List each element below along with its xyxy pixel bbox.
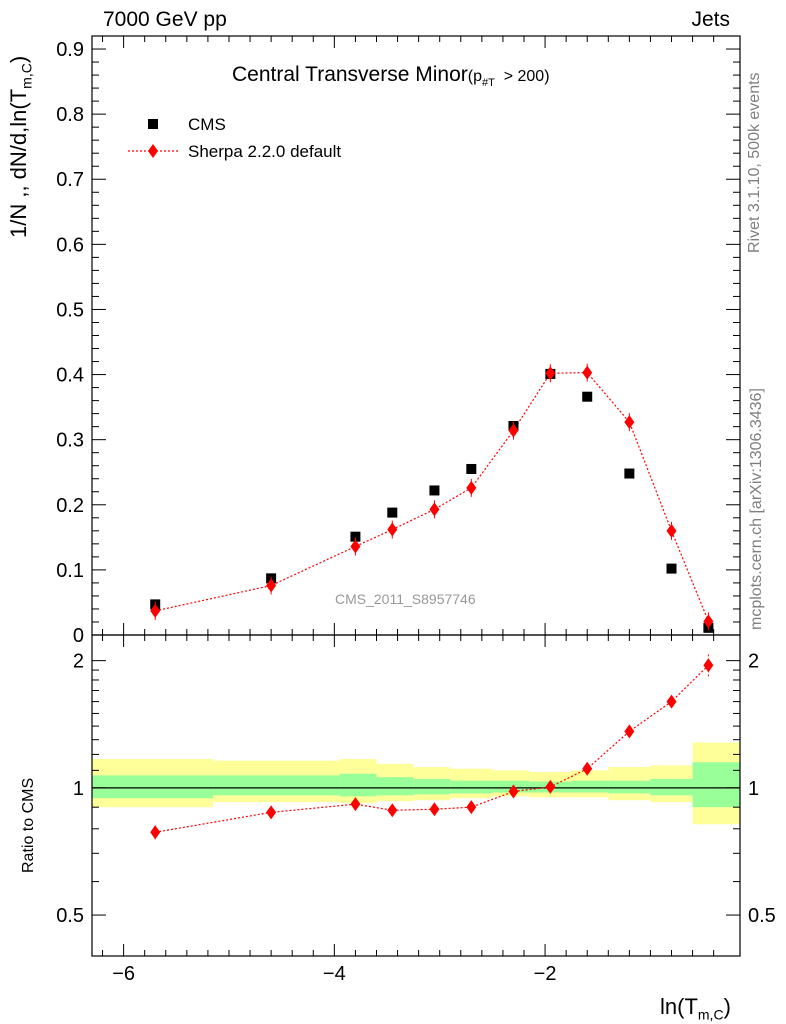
y-tick-label: 0.7 (56, 169, 84, 191)
ratio-band-inner (450, 780, 493, 794)
legend-sherpa-marker (148, 144, 158, 158)
legend-cms-marker (148, 119, 158, 129)
ratio-band-inner (213, 775, 340, 796)
cms-data-point (666, 563, 677, 574)
y-tick-label: 0.1 (56, 560, 84, 582)
sherpa-point (508, 423, 519, 438)
ratio-band-inner (608, 780, 651, 794)
sherpa-point (350, 539, 361, 554)
ratio-point (266, 805, 277, 820)
ratio-band-inner (92, 775, 214, 799)
ratio-line (155, 664, 709, 833)
lower-y-axis-label: Ratio to CMS (20, 777, 37, 873)
sherpa-point (703, 614, 714, 629)
x-axis-label: ln(Tm,C) (660, 994, 731, 1023)
ratio-point (508, 784, 519, 799)
x-tick-label: −2 (534, 963, 557, 985)
plot-title: Central Transverse Minor(p#T > 200) (232, 63, 550, 89)
plot-title-cut: (p (467, 68, 482, 85)
y-tick-label: 0.9 (56, 39, 84, 61)
sherpa-point (466, 480, 477, 495)
cms-data-point (624, 468, 635, 479)
ratio-point (703, 658, 714, 673)
y-tick-label: 0.5 (56, 299, 84, 321)
plot-title-cut-sub: #T (481, 77, 495, 90)
x-tick-label: −6 (112, 963, 135, 985)
ratio-band-inner (492, 780, 530, 793)
analysis-watermark: CMS_2011_S8957746 (335, 591, 476, 607)
cms-data-point (350, 531, 361, 542)
ratio-y-tick-label-right: 1 (748, 778, 759, 800)
ratio-band-inner (571, 780, 609, 793)
ratio-point (466, 800, 477, 815)
ratio-point (387, 803, 398, 818)
cms-data-point (429, 485, 440, 496)
ratio-y-tick-label: 0.5 (56, 905, 84, 927)
ratio-y-tick-label: 1 (73, 778, 84, 800)
plot-title-main: Central Transverse Minor (232, 63, 468, 86)
ratio-band-inner (339, 773, 377, 797)
ratio-point (666, 694, 677, 709)
header-right: Jets (691, 8, 730, 31)
y-tick-label: 0.2 (56, 495, 84, 517)
y-tick-label: 0.4 (56, 365, 84, 387)
sherpa-point (582, 365, 593, 380)
sherpa-point (545, 366, 556, 381)
sherpa-point (429, 502, 440, 517)
upper-y-axis-label: 1/N ,, dN/d,ln(Tm,C) (6, 55, 35, 238)
rivet-info: Rivet 3.1.10, 500k events (746, 72, 763, 253)
plot-title-cut-tail: > 200) (503, 68, 550, 85)
ratio-band-inner (650, 778, 693, 796)
y-tick-label: 0.6 (56, 234, 84, 256)
mcplots-info: mcplots.cern.ch [arXiv:1306.3436] (748, 388, 765, 630)
cms-data-point (387, 507, 398, 518)
ratio-y-tick-label-right: 2 (748, 651, 759, 673)
header-left: 7000 GeV pp (103, 8, 227, 31)
x-tick-label: −4 (323, 963, 346, 985)
sherpa-line (155, 372, 709, 622)
ratio-point (429, 802, 440, 817)
legend-cms-label: CMS (188, 115, 226, 134)
y-tick-label: 0.3 (56, 430, 84, 452)
ratio-band-inner (413, 778, 451, 795)
cms-data-point (582, 391, 593, 402)
ratio-point (350, 797, 361, 812)
sherpa-point (387, 522, 398, 537)
ratio-point (545, 779, 556, 794)
sherpa-point (666, 523, 677, 538)
legend-sherpa-label: Sherpa 2.2.0 default (188, 142, 342, 161)
ratio-point (150, 825, 161, 840)
y-tick-label: 0 (73, 625, 84, 647)
ratio-band-inner (376, 777, 414, 796)
sherpa-point (150, 603, 161, 618)
sherpa-point (624, 415, 635, 430)
ratio-y-tick-label-right: 0.5 (748, 905, 776, 927)
ratio-band-inner (692, 762, 740, 808)
y-tick-label: 0.8 (56, 104, 84, 126)
ratio-y-tick-label: 2 (73, 651, 84, 673)
sherpa-point (266, 578, 277, 593)
ratio-point (582, 761, 593, 776)
ratio-point (624, 724, 635, 739)
cms-data-point (466, 463, 477, 474)
lower-plot-frame (91, 634, 741, 957)
